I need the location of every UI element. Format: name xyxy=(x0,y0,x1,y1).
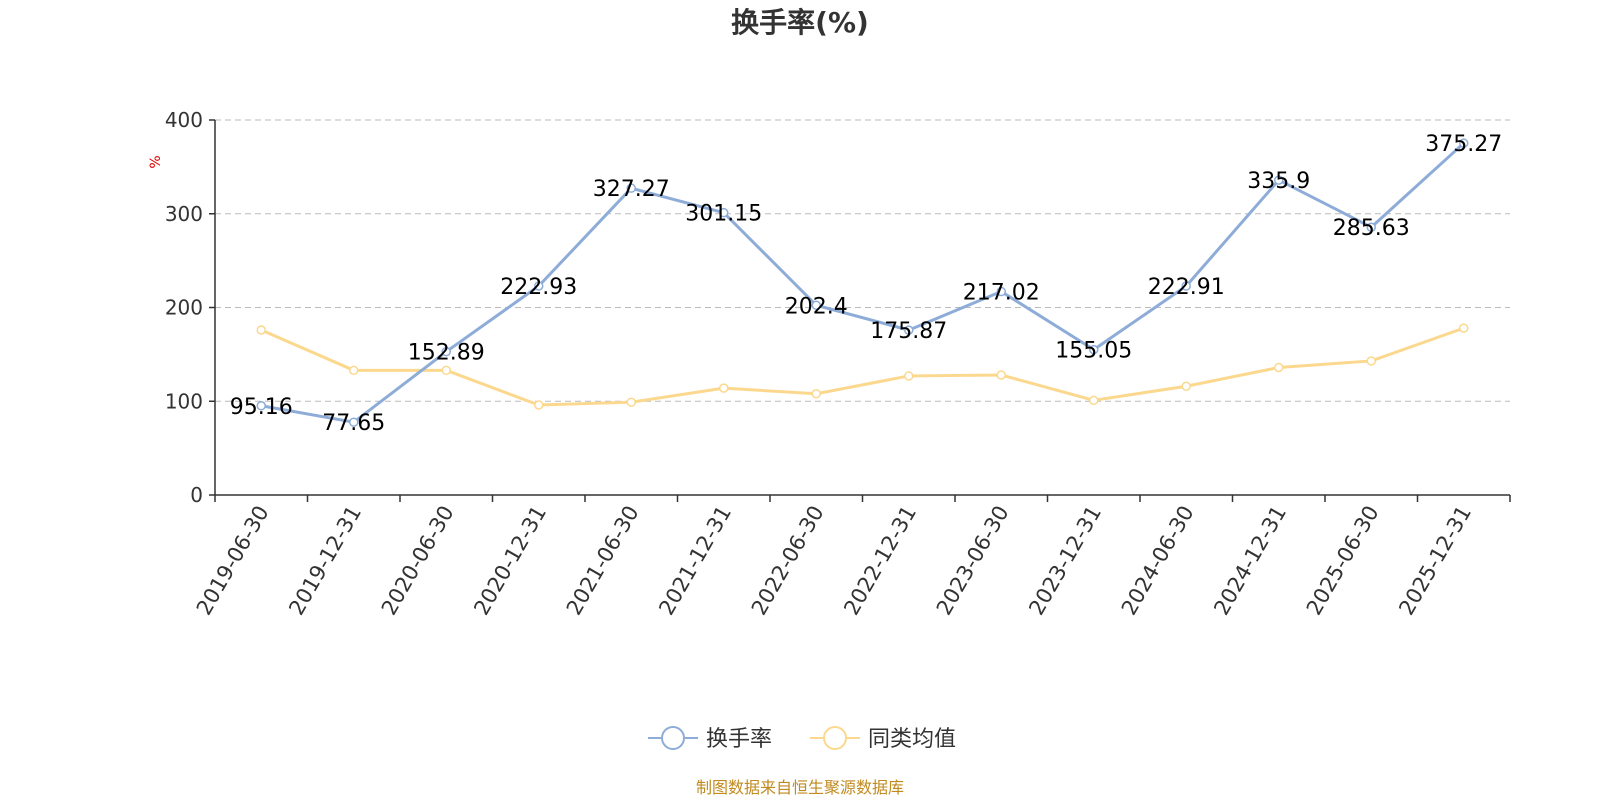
y-tick-label: 0 xyxy=(190,483,203,507)
data-label: 335.9 xyxy=(1247,169,1310,194)
data-point xyxy=(811,389,821,399)
y-tick-label: 300 xyxy=(165,202,203,226)
data-label: 152.89 xyxy=(408,341,485,366)
data-point xyxy=(1366,222,1376,232)
grid-lines xyxy=(215,119,1510,402)
data-point xyxy=(1181,281,1191,291)
x-tick-label: 2020-12-31 xyxy=(469,502,551,620)
data-point xyxy=(349,417,359,427)
data-point xyxy=(1274,362,1284,373)
series-group xyxy=(256,138,1469,427)
data-label: 217.02 xyxy=(963,281,1040,306)
legend-marker xyxy=(823,726,847,750)
data-point xyxy=(1459,323,1469,333)
x-tick-label: 2023-12-31 xyxy=(1024,502,1106,620)
data-point xyxy=(256,325,266,335)
data-label: 285.63 xyxy=(1333,216,1410,241)
y-tick-label: 200 xyxy=(165,296,203,320)
series-line xyxy=(260,326,1465,407)
data-point xyxy=(626,397,636,407)
y-tick-label: 400 xyxy=(165,108,203,132)
data-point xyxy=(904,325,914,335)
x-tick-label: 2025-12-31 xyxy=(1394,502,1476,620)
data-label: 222.93 xyxy=(500,275,577,300)
source-note: 制图数据来自恒生聚源数据库 xyxy=(696,778,904,797)
data-point xyxy=(904,371,914,381)
data-label: 202.4 xyxy=(785,294,848,319)
data-point xyxy=(719,383,729,393)
series-line xyxy=(260,142,1465,424)
data-point xyxy=(811,300,821,310)
data-point xyxy=(441,346,451,357)
legend: 换手率 同类均值 xyxy=(648,726,956,752)
data-point xyxy=(1459,138,1469,148)
x-axis-ticks: 2019-06-30 2019-12-31 2020-06-30 2020-12-31… xyxy=(192,495,1511,620)
x-tick-label: 2020-06-30 xyxy=(377,502,459,620)
x-tick-label: 2024-06-30 xyxy=(1117,502,1199,620)
y-tick-label: 100 xyxy=(165,389,203,413)
x-tick-label: 2021-12-31 xyxy=(654,502,736,620)
data-point xyxy=(996,370,1006,380)
data-point xyxy=(1274,175,1284,185)
x-tick-label: 2019-12-31 xyxy=(284,502,366,620)
x-tick-label: 2023-06-30 xyxy=(932,502,1014,620)
data-label: 222.91 xyxy=(1148,275,1225,300)
data-point xyxy=(719,207,729,218)
data-point xyxy=(534,281,544,291)
data-point xyxy=(1181,381,1191,391)
data-point xyxy=(256,401,266,411)
data-label: 375.27 xyxy=(1425,132,1502,157)
chart-title: 换手率(%) xyxy=(731,6,869,39)
data-label: 301.15 xyxy=(685,202,762,227)
data-label: 77.65 xyxy=(322,411,385,436)
data-point xyxy=(626,183,636,193)
x-tick-label: 2025-06-30 xyxy=(1302,502,1384,620)
data-label: 155.05 xyxy=(1055,339,1132,364)
data-point xyxy=(534,400,544,410)
x-tick-label: 2019-06-30 xyxy=(192,502,274,620)
legend-marker xyxy=(661,726,685,750)
x-tick-label: 2022-12-31 xyxy=(839,502,921,620)
x-tick-label: 2022-06-30 xyxy=(747,502,829,620)
data-label: 95.16 xyxy=(230,395,293,420)
data-point xyxy=(1366,356,1376,366)
data-label: 327.27 xyxy=(593,177,670,202)
data-point xyxy=(441,365,451,376)
data-point xyxy=(349,365,359,376)
legend-label: 同类均值 xyxy=(868,727,956,752)
y-axis-unit: % xyxy=(148,155,164,168)
y-axis-ticks: 0 100 200 300 400 xyxy=(165,108,215,507)
data-point xyxy=(1089,395,1099,406)
legend-label: 换手率 xyxy=(706,727,772,752)
data-label: 175.87 xyxy=(870,319,947,344)
x-tick-label: 2024-12-31 xyxy=(1209,502,1291,620)
x-tick-label: 2021-06-30 xyxy=(562,502,644,620)
data-point xyxy=(1089,344,1099,355)
data-labels: 95.16 77.65 152.89 222.93 327.27 301.15 202.4 1… xyxy=(230,132,1502,436)
data-point xyxy=(996,286,1006,297)
